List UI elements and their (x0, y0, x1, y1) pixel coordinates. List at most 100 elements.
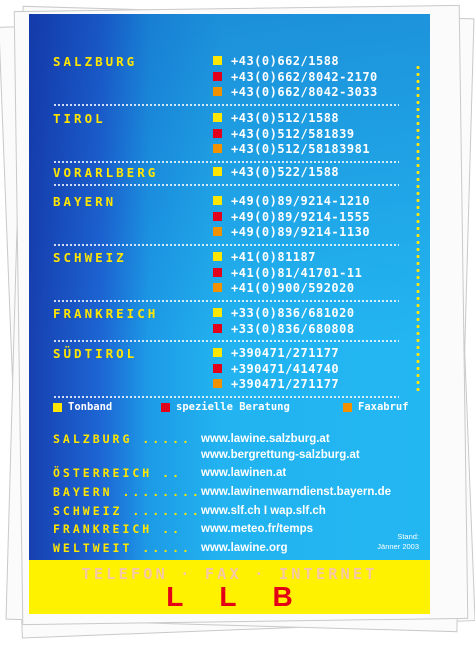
phone-number[interactable]: +49(0)89/9214-1555 (231, 209, 371, 224)
service-type-swatch (213, 323, 222, 333)
phone-number[interactable]: +49(0)89/9214-1210 (231, 194, 371, 208)
avalanche-hotline-flyer: SALZBURG +43(0)662/1588 +43(0)662/8042-217… (29, 14, 430, 614)
website-link[interactable]: www.meteo.fr/temps (201, 523, 314, 535)
phone-row: +33(0)836/681020 (213, 306, 413, 320)
phone-number[interactable]: +41(0)900/592020 (231, 281, 355, 295)
phone-row: +43(0)662/1588 (213, 54, 413, 68)
service-type-swatch (213, 363, 222, 373)
service-type-swatch (213, 227, 222, 236)
legend-label: spezielle Beratung (176, 401, 290, 413)
phone-number[interactable]: +49(0)89/9214-1130 (231, 225, 371, 239)
footer-banner: TELEFON · FAX · INTERNET LLB (29, 560, 430, 614)
phone-row: +43(0)512/58183981 (213, 142, 413, 156)
region-name: TIROL (53, 111, 106, 126)
llb-logo: LLB (166, 581, 329, 612)
phone-number[interactable]: +43(0)512/58183981 (231, 142, 371, 156)
service-type-swatch (213, 128, 222, 138)
phone-row: +390471/271177 (213, 346, 413, 360)
region-name: VORARLBERG (53, 165, 159, 180)
phone-row: +49(0)89/9214-1555 (213, 210, 413, 224)
service-type-swatch (213, 211, 222, 221)
phone-number[interactable]: +41(0)81/41701-11 (231, 265, 363, 280)
website-row: SCHWEIZ ....... www.slf.ch I wap.slf.ch (53, 504, 423, 520)
phone-number[interactable]: +43(0)512/581839 (231, 126, 355, 141)
phone-number[interactable]: +390471/271177 (231, 346, 340, 360)
website-region-label: WELTWEIT ..... (53, 541, 192, 555)
legend: Tonband spezielle Beratung Faxabruf (53, 401, 423, 415)
website-link[interactable]: www.lawinen.at (201, 467, 287, 479)
phone-row: +390471/271177 (213, 377, 413, 391)
website-link[interactable]: www.bergrettung-salzburg.at (201, 449, 360, 461)
region-name: SALZBURG (53, 54, 138, 69)
region-name: FRANKREICH (53, 306, 159, 321)
dotted-separator (53, 243, 399, 246)
phone-number[interactable]: +43(0)522/1588 (231, 165, 340, 179)
phone-number[interactable]: +43(0)512/1588 (231, 111, 340, 125)
phone-row: +41(0)81/41701-11 (213, 266, 413, 280)
stand-label: Stand: (397, 532, 419, 541)
dotted-separator (53, 160, 399, 163)
legend-swatch-red (161, 403, 170, 412)
service-type-swatch (213, 144, 222, 153)
service-type-swatch (213, 283, 222, 292)
phone-row: +43(0)662/8042-2170 (213, 70, 413, 84)
service-type-swatch (213, 308, 222, 317)
region-name: SCHWEIZ (53, 250, 127, 265)
phone-number[interactable]: +43(0)662/8042-2170 (231, 69, 378, 84)
website-link[interactable]: www.slf.ch I wap.slf.ch (201, 505, 326, 517)
phone-row: +43(0)662/8042-3033 (213, 85, 413, 99)
website-region-label: SALZBURG ..... (53, 432, 192, 446)
phone-number[interactable]: +43(0)662/1588 (231, 54, 340, 68)
website-region-label: ÖSTERREICH .. (53, 466, 183, 480)
region-name: SÜDTIROL (53, 346, 138, 361)
dotted-separator (53, 183, 399, 186)
footer-tagline: TELEFON · FAX · INTERNET (81, 565, 378, 583)
legend-swatch-yellow (53, 403, 62, 412)
website-link[interactable]: www.lawinenwarndienst.bayern.de (201, 486, 392, 498)
phone-row: +390471/414740 (213, 362, 413, 376)
dotted-separator (53, 395, 399, 398)
region-name: BAYERN (53, 194, 117, 209)
phone-number[interactable]: +43(0)662/8042-3033 (231, 85, 378, 99)
dotted-separator (53, 299, 399, 302)
website-row: ÖSTERREICH .. www.lawinen.at (53, 466, 423, 482)
dotted-separator (53, 103, 399, 106)
website-row: FRANKREICH .. www.meteo.fr/temps (53, 522, 423, 538)
phone-row: +49(0)89/9214-1130 (213, 225, 413, 239)
legend-swatch-orange (343, 403, 352, 412)
phone-row: +41(0)81187 (213, 250, 413, 264)
website-row: SALZBURG ..... www.lawine.salzburg.at (53, 432, 423, 448)
stand-value: Jänner 2003 (377, 542, 419, 551)
service-type-swatch (213, 196, 222, 205)
stand-date: Stand: Jänner 2003 (363, 532, 419, 552)
service-type-swatch (213, 71, 222, 81)
website-region-label: SCHWEIZ ....... (53, 504, 202, 518)
service-type-swatch (213, 252, 222, 261)
vertical-dotted-rule (416, 64, 420, 394)
legend-label: Faxabruf (358, 401, 409, 413)
website-link[interactable]: www.lawine.salzburg.at (201, 433, 330, 445)
phone-number[interactable]: +33(0)836/681020 (231, 306, 355, 320)
phone-row: +49(0)89/9214-1210 (213, 194, 413, 208)
phone-row: +43(0)522/1588 (213, 165, 413, 179)
service-type-swatch (213, 267, 222, 277)
service-type-swatch (213, 167, 222, 176)
legend-label: Tonband (68, 401, 113, 413)
phone-number[interactable]: +33(0)836/680808 (231, 321, 355, 336)
phone-row: +43(0)512/1588 (213, 111, 413, 125)
website-region-label: BAYERN ........ (53, 485, 202, 499)
service-type-swatch (213, 379, 222, 388)
phone-row: +43(0)512/581839 (213, 127, 413, 141)
service-type-swatch (213, 87, 222, 96)
phone-number[interactable]: +390471/414740 (231, 361, 340, 376)
website-row: BAYERN ........ www.lawinenwarndienst.ba… (53, 485, 423, 501)
dotted-separator (53, 340, 399, 342)
service-type-swatch (213, 113, 222, 122)
service-type-swatch (213, 348, 222, 357)
phone-number[interactable]: +390471/271177 (231, 377, 340, 391)
phone-row: +41(0)900/592020 (213, 281, 413, 295)
website-row: www.bergrettung-salzburg.at (53, 448, 423, 464)
phone-number[interactable]: +41(0)81187 (231, 250, 316, 264)
website-link[interactable]: www.lawine.org (201, 542, 288, 554)
phone-row: +33(0)836/680808 (213, 322, 413, 336)
